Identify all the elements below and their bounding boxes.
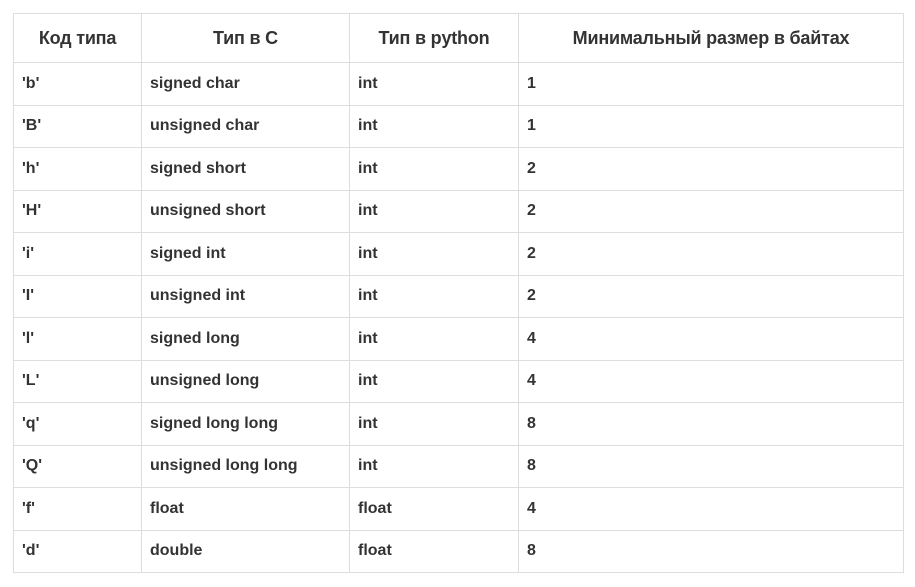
cell-min-size: 4 xyxy=(518,359,904,403)
cell-type-code: 'q' xyxy=(13,402,142,446)
table-row: 'L' unsigned long int 4 xyxy=(13,359,904,403)
table-body: 'b' signed char int 1 'B' unsigned char … xyxy=(13,62,904,573)
table-row: 'i' signed int int 2 xyxy=(13,232,904,276)
cell-python-type: float xyxy=(349,487,519,531)
header-min-size: Минимальный размер в байтах xyxy=(518,13,904,63)
table-row: 'l' signed long int 4 xyxy=(13,317,904,361)
header-type-code: Код типа xyxy=(13,13,142,63)
cell-c-type: float xyxy=(141,487,350,531)
cell-type-code: 'B' xyxy=(13,104,142,148)
cell-python-type: int xyxy=(349,189,519,233)
table-row: 'q' signed long long int 8 xyxy=(13,402,904,446)
cell-c-type: double xyxy=(141,529,350,573)
cell-python-type: float xyxy=(349,529,519,573)
header-row: Код типа Тип в С Тип в python Минимальны… xyxy=(13,13,904,63)
cell-min-size: 2 xyxy=(518,147,904,191)
type-codes-table: Код типа Тип в С Тип в python Минимальны… xyxy=(13,13,904,573)
cell-min-size: 2 xyxy=(518,232,904,276)
header-python-type: Тип в python xyxy=(349,13,519,63)
cell-c-type: unsigned long xyxy=(141,359,350,403)
cell-min-size: 1 xyxy=(518,62,904,106)
cell-python-type: int xyxy=(349,359,519,403)
header-c-type: Тип в С xyxy=(141,13,350,63)
cell-min-size: 8 xyxy=(518,444,904,488)
cell-python-type: int xyxy=(349,104,519,148)
cell-min-size: 1 xyxy=(518,104,904,148)
type-codes-table-container: Код типа Тип в С Тип в python Минимальны… xyxy=(13,13,904,573)
cell-python-type: int xyxy=(349,274,519,318)
cell-python-type: int xyxy=(349,232,519,276)
table-row: 'h' signed short int 2 xyxy=(13,147,904,191)
table-header: Код типа Тип в С Тип в python Минимальны… xyxy=(13,13,904,63)
cell-type-code: 'I' xyxy=(13,274,142,318)
table-row: 'Q' unsigned long long int 8 xyxy=(13,444,904,488)
cell-type-code: 'l' xyxy=(13,317,142,361)
cell-type-code: 'd' xyxy=(13,529,142,573)
cell-min-size: 2 xyxy=(518,274,904,318)
cell-min-size: 8 xyxy=(518,402,904,446)
cell-type-code: 'h' xyxy=(13,147,142,191)
cell-c-type: unsigned short xyxy=(141,189,350,233)
cell-python-type: int xyxy=(349,317,519,361)
table-row: 'd' double float 8 xyxy=(13,529,904,573)
table-row: 'b' signed char int 1 xyxy=(13,62,904,106)
table-row: 'B' unsigned char int 1 xyxy=(13,104,904,148)
cell-type-code: 'f' xyxy=(13,487,142,531)
cell-type-code: 'Q' xyxy=(13,444,142,488)
cell-python-type: int xyxy=(349,147,519,191)
cell-c-type: unsigned int xyxy=(141,274,350,318)
cell-python-type: int xyxy=(349,62,519,106)
cell-type-code: 'L' xyxy=(13,359,142,403)
cell-type-code: 'b' xyxy=(13,62,142,106)
table-row: 'H' unsigned short int 2 xyxy=(13,189,904,233)
cell-c-type: signed char xyxy=(141,62,350,106)
table-row: 'I' unsigned int int 2 xyxy=(13,274,904,318)
cell-c-type: unsigned long long xyxy=(141,444,350,488)
cell-c-type: signed short xyxy=(141,147,350,191)
table-row: 'f' float float 4 xyxy=(13,487,904,531)
cell-type-code: 'H' xyxy=(13,189,142,233)
cell-min-size: 2 xyxy=(518,189,904,233)
cell-min-size: 8 xyxy=(518,529,904,573)
cell-python-type: int xyxy=(349,402,519,446)
cell-c-type: signed long xyxy=(141,317,350,361)
cell-c-type: signed int xyxy=(141,232,350,276)
cell-c-type: signed long long xyxy=(141,402,350,446)
cell-c-type: unsigned char xyxy=(141,104,350,148)
cell-type-code: 'i' xyxy=(13,232,142,276)
cell-python-type: int xyxy=(349,444,519,488)
cell-min-size: 4 xyxy=(518,317,904,361)
cell-min-size: 4 xyxy=(518,487,904,531)
